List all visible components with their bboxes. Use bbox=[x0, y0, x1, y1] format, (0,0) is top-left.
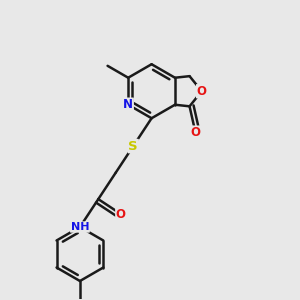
Text: S: S bbox=[128, 140, 138, 153]
Text: O: O bbox=[116, 208, 126, 220]
Text: N: N bbox=[123, 98, 133, 111]
Text: O: O bbox=[197, 85, 207, 98]
Text: NH: NH bbox=[71, 222, 89, 232]
Text: O: O bbox=[190, 126, 200, 139]
